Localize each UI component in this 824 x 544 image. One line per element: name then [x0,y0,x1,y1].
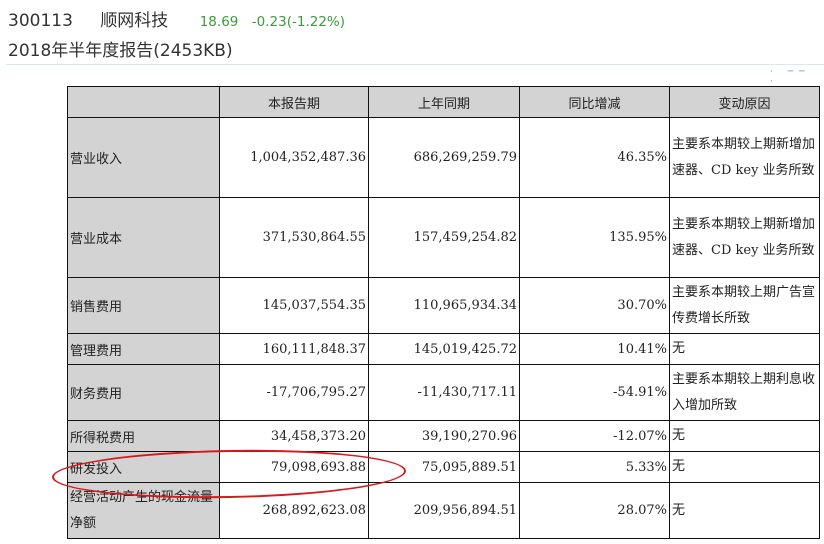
current-value: 1,004,352,487.36 [219,117,369,198]
stock-info-line: 300113 顺网科技 18.69 -0.23(-1.22%) [8,6,345,31]
current-value: 371,530,864.55 [219,197,369,278]
table-header-row: 本报告期 上年同期 同比增减 变动原因 [67,86,820,118]
current-value: -17,706,795.27 [219,364,369,421]
table-row: 财务费用 -17,706,795.27 -11,430,717.11 -54.9… [67,364,820,421]
header-divider [6,64,824,65]
current-value: 34,458,373.20 [219,420,369,452]
table-row: 销售费用 145,037,554.35 110,965,934.34 30.70… [67,277,820,334]
row-label: 财务费用 [67,364,220,421]
row-label: 营业收入 [67,117,220,198]
reason-text: 主要系本期较上期新增加速器、CD key 业务所致 [669,117,820,198]
yoy-value: 135.95% [519,197,670,278]
reason-text: 无 [669,482,820,539]
reason-text: 主要系本期较上期广告宣传费增长所致 [669,277,820,334]
table-row: 管理费用 160,111,848.37 145,019,425.72 10.41… [67,333,820,365]
yoy-value: 46.35% [519,117,670,198]
header-current-period: 本报告期 [219,86,369,118]
prior-value: 686,269,259.79 [368,117,520,198]
prior-value: 39,190,270.96 [368,420,520,452]
stock-code: 300113 [8,11,73,31]
report-header: 300113 顺网科技 18.69 -0.23(-1.22%) 2018年半年度… [0,0,824,87]
table-row: 营业收入 1,004,352,487.36 686,269,259.79 46.… [67,117,820,198]
header-yoy-change: 同比增减 [519,86,670,118]
stock-price: 18.69 [199,14,239,30]
reason-text: 主要系本期较上期利息收入增加所致 [669,364,820,421]
prior-value: 110,965,934.34 [368,277,520,334]
header-blank [67,86,220,118]
reason-text: 主要系本期较上期新增加速器、CD key 业务所致 [669,197,820,278]
yoy-value: 28.07% [519,482,670,539]
header-prior-period: 上年同期 [368,86,520,118]
stock-change: -0.23(-1.22%) [251,14,346,30]
table-row: 营业成本 371,530,864.55 157,459,254.82 135.9… [67,197,820,278]
row-label: 经营活动产生的现金流量净额 [67,482,220,539]
row-label: 管理费用 [67,333,220,365]
reason-text: 无 [669,451,820,483]
yoy-value: 30.70% [519,277,670,334]
yoy-value: -54.91% [519,364,670,421]
current-value: 160,111,848.37 [219,333,369,365]
prior-value: 157,459,254.82 [368,197,520,278]
row-label: 营业成本 [67,197,220,278]
row-label: 所得税费用 [67,420,220,452]
yoy-value: -12.07% [519,420,670,452]
row-label: 销售费用 [67,277,220,334]
financial-table: 本报告期 上年同期 同比增减 变动原因 营业收入 1,004,352,487.3… [67,86,820,539]
stock-name[interactable]: 顺网科技 [100,11,169,31]
row-label: 研发投入 [67,451,220,483]
yoy-value: 5.33% [519,451,670,483]
table-row: 经营活动产生的现金流量净额 268,892,623.08 209,956,894… [67,482,820,539]
reason-text: 无 [669,420,820,452]
table-row-highlighted: 研发投入 79,098,693.88 75,095,889.51 5.33% 无 [67,451,820,483]
unit-label-fragment: · ── · [770,67,811,87]
reason-text: 无 [669,333,820,365]
prior-value: -11,430,717.11 [368,364,520,421]
document-title[interactable]: 2018年半年度报告(2453KB) [8,41,233,61]
table-row: 所得税费用 34,458,373.20 39,190,270.96 -12.07… [67,420,820,452]
current-value: 268,892,623.08 [219,482,369,539]
header-change-reason: 变动原因 [669,86,820,118]
prior-value: 209,956,894.51 [368,482,520,539]
yoy-value: 10.41% [519,333,670,365]
current-value: 145,037,554.35 [219,277,369,334]
prior-value: 145,019,425.72 [368,333,520,365]
